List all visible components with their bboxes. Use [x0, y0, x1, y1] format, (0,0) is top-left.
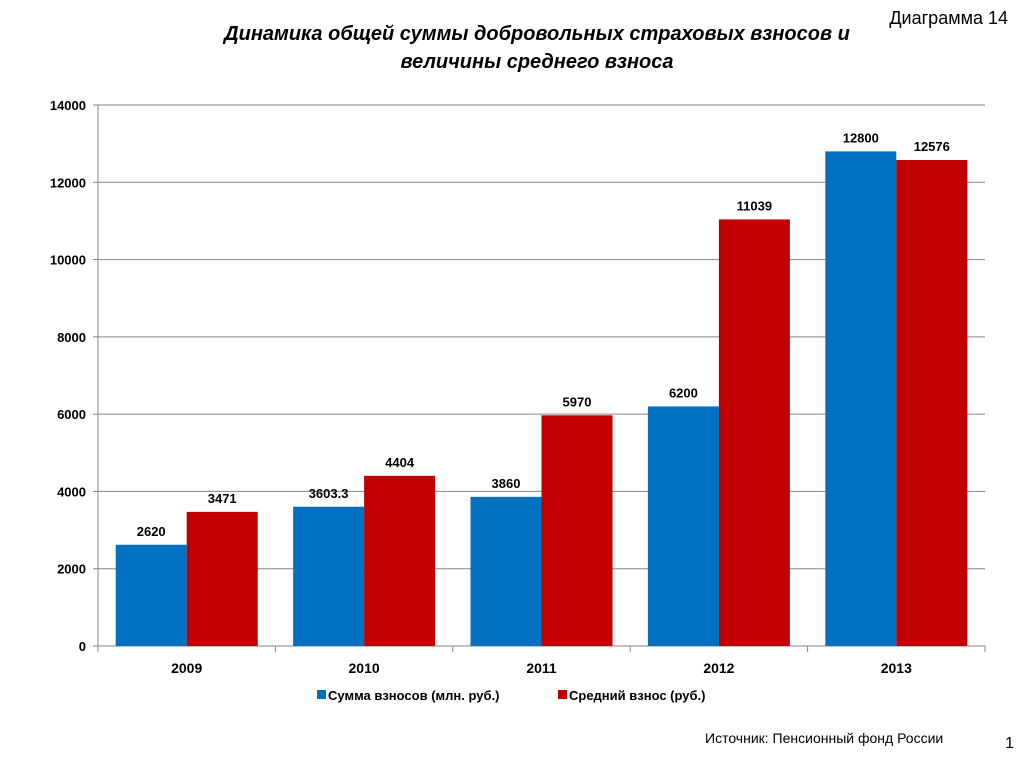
- data-label: 6200: [669, 385, 698, 400]
- x-tick-label: 2013: [881, 660, 912, 676]
- bar-series-1: [647, 406, 719, 646]
- bar-series-2: [896, 160, 968, 646]
- page-number: 1: [1005, 735, 1014, 752]
- data-label: 5970: [563, 394, 592, 409]
- data-label: 2620: [137, 524, 166, 539]
- y-tick-label: 14000: [50, 98, 86, 113]
- data-label: 3860: [492, 476, 521, 491]
- data-labels: 2620 3471 3603.3 4404 3860 5970 6200 11039 12800…: [137, 130, 950, 538]
- data-label: 4404: [385, 455, 415, 470]
- x-tick-label: 2009: [171, 660, 202, 676]
- bar-series-2: [541, 415, 613, 646]
- y-tick-label: 2000: [57, 562, 86, 577]
- chart-title: Динамика общей суммы добровольных страхо…: [0, 20, 1024, 76]
- diagram-number-label: Диаграмма 14: [889, 8, 1008, 28]
- bar-series-1: [115, 544, 187, 646]
- bar-series-2: [718, 219, 790, 646]
- bar-series-1: [293, 506, 365, 646]
- y-tick-label: 6000: [57, 407, 86, 422]
- legend-label: Сумма взносов (млн. руб.): [328, 688, 499, 703]
- x-tick-label: 2010: [349, 660, 380, 676]
- x-tick-label: 2012: [703, 660, 734, 676]
- y-tick-label: 4000: [57, 484, 86, 499]
- y-tick-label: 0: [79, 639, 86, 654]
- bar-series-1: [470, 496, 542, 646]
- source-note: Источник: Пенсионный фонд России: [705, 730, 944, 746]
- y-tick-label: 10000: [50, 253, 86, 268]
- legend: Сумма взносов (млн. руб.) Средний взнос (…: [317, 688, 705, 703]
- data-label: 3603.3: [309, 486, 349, 501]
- y-tick-label: 8000: [57, 330, 86, 345]
- bar-series-2: [364, 475, 436, 646]
- x-tick-label: 2011: [526, 660, 557, 676]
- data-label: 12800: [843, 130, 879, 145]
- legend-swatch: [317, 690, 326, 699]
- data-label: 3471: [208, 491, 237, 506]
- bar-series-2: [186, 511, 258, 646]
- chart-title-line-1: Динамика общей суммы добровольных страхо…: [224, 23, 850, 45]
- legend-label: Средний взнос (руб.): [569, 688, 705, 703]
- bars: [115, 151, 968, 646]
- data-label: 12576: [914, 139, 950, 154]
- y-tick-label: 12000: [50, 175, 86, 190]
- chart-title-line-2: величины среднего взноса: [400, 51, 674, 73]
- bar-series-1: [825, 151, 897, 646]
- data-label: 11039: [737, 198, 772, 213]
- legend-swatch: [558, 690, 567, 699]
